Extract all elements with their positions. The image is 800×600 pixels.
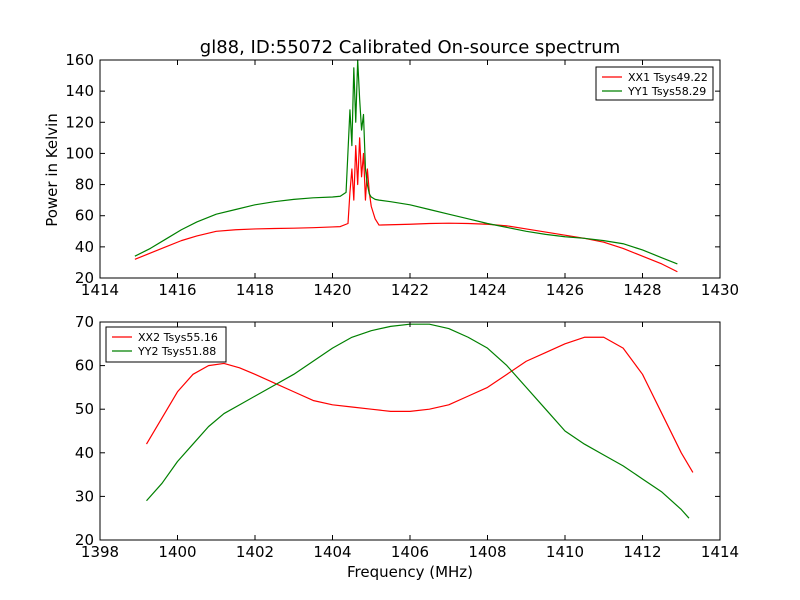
x-tick-label: 1420: [313, 281, 351, 299]
bottom-chart-plot-area: 1398 1400 1402 1404 1406 1408 1410 1412 1414 20 30…: [75, 313, 739, 561]
legend-box: [105, 326, 227, 363]
y-tick-label: 70: [75, 313, 94, 331]
y-tick-label: 20: [75, 531, 94, 549]
y-tick-label: 60: [75, 207, 94, 225]
x-tick-label: 1410: [546, 543, 584, 561]
bottom-chart: Frequency (MHz) 1398 1400 1402 1404 1406 1408…: [75, 313, 739, 581]
y-tick-label: 20: [75, 269, 94, 287]
x-tick-label: 1426: [546, 281, 584, 299]
y-tick-label: 140: [65, 82, 94, 100]
y-tick-label: 120: [65, 113, 94, 131]
series-line-1-2: [134, 59, 678, 265]
y-tick-label: 40: [75, 444, 94, 462]
y-tick-label: 50: [75, 400, 94, 418]
bottom-chart-xlabel: Frequency (MHz): [347, 563, 473, 581]
y-tick-label: 60: [75, 357, 94, 375]
top-chart-ylabel: Power in Kelvin: [43, 113, 61, 227]
x-tick-label: 1404: [313, 543, 351, 561]
y-tick-label: 30: [75, 487, 94, 505]
y-tick-label: 100: [65, 144, 94, 162]
legend-label: XX1 Tsys49.22: [628, 71, 708, 84]
legend-label: YY2 Tsys51.88: [137, 345, 216, 358]
x-tick-label: 1408: [468, 543, 506, 561]
y-tick-label: 80: [75, 176, 94, 194]
top-chart-title: gl88, ID:55072 Calibrated On-source spec…: [200, 37, 620, 58]
x-tick-label: 1414: [81, 281, 119, 299]
x-tick-label: 1422: [391, 281, 429, 299]
series-line-1-1: [134, 137, 678, 273]
legend-label: XX2 Tsys55.16: [138, 331, 218, 344]
legend-box: [595, 66, 714, 101]
x-tick-label: 1406: [391, 543, 429, 561]
series-line-2-1: [145, 336, 694, 473]
x-tick-label: 1418: [236, 281, 274, 299]
x-tick-label: 1400: [158, 543, 196, 561]
legend-label: YY1 Tsys58.29: [627, 85, 706, 98]
top-chart-plot-area: 1414 1416 1418 1420 1422 1424 1426 1428 1430 20 40…: [65, 51, 739, 299]
x-tick-label: 1428: [623, 281, 661, 299]
x-tick-label: 1416: [158, 281, 196, 299]
y-tick-label: 40: [75, 238, 94, 256]
x-tick-label: 1412: [623, 543, 661, 561]
x-tick-label: 1424: [468, 281, 506, 299]
y-tick-label: 160: [65, 51, 94, 69]
top-chart: gl88, ID:55072 Calibrated On-source spec…: [43, 37, 739, 299]
x-tick-label: 1414: [701, 543, 739, 561]
x-tick-label: 1430: [701, 281, 739, 299]
x-tick-label: 1398: [81, 543, 119, 561]
x-tick-label: 1402: [236, 543, 274, 561]
